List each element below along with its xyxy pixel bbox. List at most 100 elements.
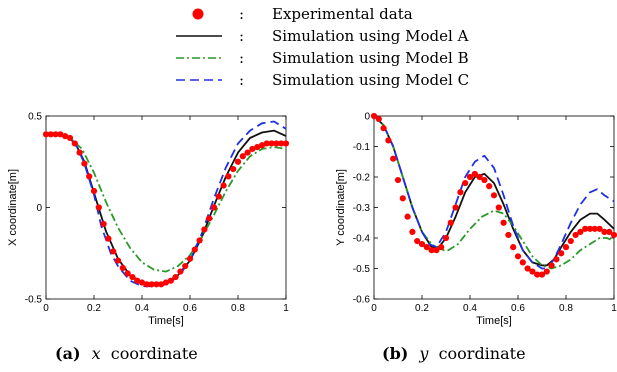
data-point xyxy=(105,235,112,242)
legend-label: Simulation using Model C xyxy=(272,71,469,89)
data-point xyxy=(442,234,450,242)
data-point xyxy=(196,237,203,244)
data-point xyxy=(225,173,232,180)
data-point xyxy=(500,219,507,226)
data-point xyxy=(138,279,146,286)
data-point xyxy=(414,237,421,245)
data-point xyxy=(582,225,589,232)
data-point xyxy=(268,140,275,147)
data-point xyxy=(548,262,555,269)
caption-var: x xyxy=(92,344,101,363)
data-point xyxy=(447,219,454,226)
data-point xyxy=(206,215,213,222)
data-point xyxy=(572,231,579,239)
data-point xyxy=(466,173,474,181)
data-point xyxy=(433,247,440,254)
data-point xyxy=(90,187,98,195)
data-point xyxy=(47,131,54,138)
y-tick-label: -0.3 xyxy=(353,203,371,214)
data-point xyxy=(230,165,237,173)
data-point xyxy=(591,225,598,232)
data-point xyxy=(519,259,526,266)
series-line-dashed xyxy=(46,120,287,288)
data-point xyxy=(370,112,378,120)
data-point xyxy=(394,176,402,184)
caption-tag: (a) xyxy=(55,344,81,363)
x-tick-label: 0.6 xyxy=(183,303,197,314)
x-axis-label: Time[s] xyxy=(476,315,512,327)
data-point xyxy=(438,244,445,251)
legend-label: Simulation using Model B xyxy=(272,49,469,67)
data-point xyxy=(457,189,464,196)
legend-separator: : xyxy=(239,49,244,67)
data-point xyxy=(71,140,78,147)
legend-entry-model-a: : Simulation using Model A xyxy=(176,27,469,45)
data-point xyxy=(52,131,59,138)
y-tick-label: -0.5 xyxy=(25,295,43,306)
data-point xyxy=(409,228,416,235)
data-point xyxy=(543,268,550,275)
data-point xyxy=(124,270,131,277)
data-point xyxy=(119,264,126,271)
y-tick-label: -0.6 xyxy=(353,295,371,306)
data-point xyxy=(538,271,546,278)
data-point xyxy=(215,193,222,200)
data-point xyxy=(562,244,570,251)
data-point xyxy=(490,192,498,199)
data-point xyxy=(567,237,574,245)
data-point xyxy=(577,228,584,235)
data-point xyxy=(428,247,435,254)
data-point xyxy=(186,255,194,262)
data-point xyxy=(234,158,242,165)
x-tick-label: 0.8 xyxy=(559,303,573,314)
plot-frame xyxy=(373,115,615,300)
data-point xyxy=(505,231,512,239)
caption-a: (a) x coordinate xyxy=(55,344,198,363)
data-point xyxy=(210,204,218,211)
x-tick-label: 0.8 xyxy=(231,303,245,314)
legend-label: Simulation using Model A xyxy=(272,27,469,45)
caption-tag: (b) xyxy=(382,344,408,363)
data-point xyxy=(404,213,411,220)
panel-y-coordinate: 0 0.2 0.4 0.6 0.8 1 -0.6 -0.5 -0.4 -0.3 -0.2 -0.1 0 T… xyxy=(335,112,617,327)
legend: : Experimental data : Simulation using M… xyxy=(176,5,469,89)
data-point xyxy=(244,149,251,156)
y-axis-label: Y coordinate[m] xyxy=(335,169,347,246)
data-point xyxy=(134,277,141,284)
data-point xyxy=(452,204,459,211)
x-tick-label: 0.6 xyxy=(511,303,525,314)
data-point xyxy=(534,271,541,278)
data-point xyxy=(86,173,93,180)
y-tick-label: 0 xyxy=(36,203,42,214)
legend-separator: : xyxy=(239,71,244,89)
data-point xyxy=(462,180,469,187)
data-point xyxy=(177,268,184,275)
y-tick-label: -0.2 xyxy=(353,173,371,184)
data-point xyxy=(182,262,189,270)
data-point xyxy=(282,140,290,147)
x-tick-label: 0 xyxy=(43,303,49,314)
data-point xyxy=(158,281,165,288)
legend-entry-experimental: : Experimental data xyxy=(192,5,413,23)
data-point xyxy=(162,279,170,286)
data-point xyxy=(57,131,64,138)
x-tick-label: 0.4 xyxy=(135,303,149,314)
data-point xyxy=(553,256,560,263)
caption-text: coordinate xyxy=(111,344,198,363)
data-point xyxy=(510,244,517,251)
data-point xyxy=(596,225,603,232)
data-point xyxy=(399,195,406,202)
data-point xyxy=(143,281,150,288)
y-tick-label: -0.4 xyxy=(353,234,371,245)
data-point xyxy=(62,133,69,140)
data-point xyxy=(476,173,483,181)
legend-label: Experimental data xyxy=(272,5,413,23)
data-point xyxy=(66,134,74,142)
data-point xyxy=(423,244,430,251)
data-point xyxy=(114,257,122,264)
data-point xyxy=(601,228,608,235)
legend-marker-dots xyxy=(192,8,204,20)
data-point xyxy=(385,137,392,144)
data-point xyxy=(586,225,594,232)
